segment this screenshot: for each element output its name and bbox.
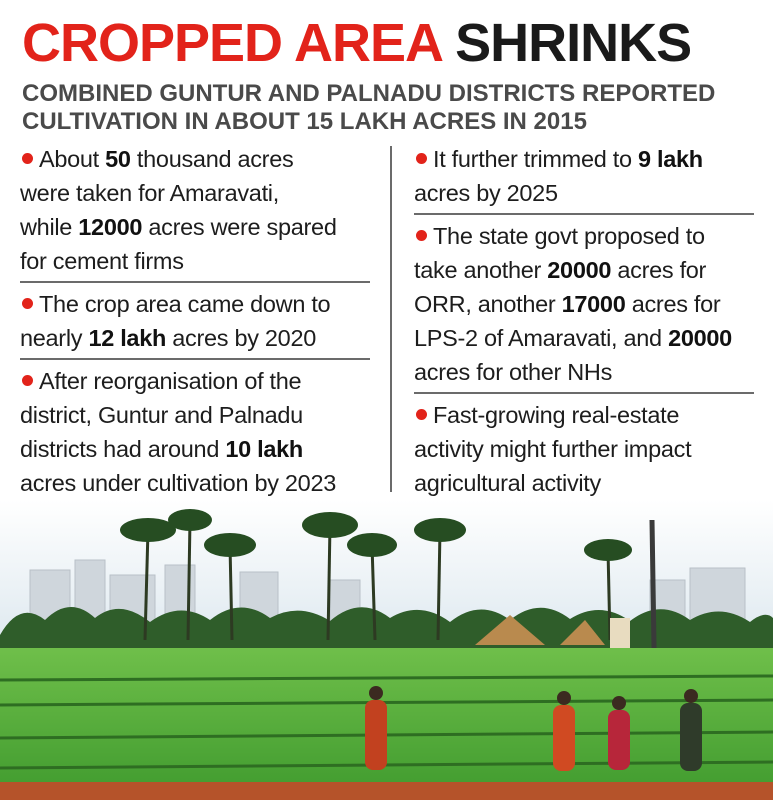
section-rule [414, 213, 754, 215]
left-point-3: After reorganisation of the district, Gun… [20, 364, 370, 500]
bullet-dot-icon [22, 153, 33, 164]
text-line: The crop area came down to [20, 287, 370, 321]
highlighted-figure: 17000 [561, 291, 626, 317]
text-line: agricultural activity [414, 470, 601, 496]
left-column: About 50 thousand acres were taken for Am… [20, 142, 370, 500]
text-line: ORR, another 17000 acres for [414, 291, 721, 317]
bullet-dot-icon [22, 298, 33, 309]
text-line: LPS-2 of Amaravati, and 20000 [414, 325, 732, 351]
headline-red-part: CROPPED AREA [22, 13, 442, 73]
text-line: for cement firms [20, 248, 184, 274]
text-line: The state govt proposed to [414, 219, 754, 253]
subheadline: COMBINED GUNTUR AND PALNADU DISTRICTS RE… [22, 80, 762, 136]
text-line: district, Guntur and Palnadu [20, 402, 303, 428]
text-line: After reorganisation of the [20, 364, 370, 398]
headline-black-part: SHRINKS [455, 13, 692, 73]
text-line: districts had around 10 lakh [20, 436, 303, 462]
text-line: acres under cultivation by 2023 [20, 470, 336, 496]
headline: CROPPED AREA SHRINKS [22, 8, 762, 78]
section-rule [20, 281, 370, 283]
bullet-dot-icon [416, 230, 427, 241]
subheadline-line-2: CULTIVATION IN ABOUT 15 LAKH ACRES IN 20… [22, 108, 587, 135]
bullet-dot-icon [22, 375, 33, 386]
text-line: It further trimmed to 9 lakh [414, 142, 754, 176]
highlighted-figure: 12 lakh [88, 325, 167, 351]
left-point-2: The crop area came down to nearly 12 lakh… [20, 287, 370, 355]
text-line: acres by 2025 [414, 180, 558, 206]
text-line: nearly 12 lakh acres by 2020 [20, 325, 316, 351]
right-point-2: The state govt proposed to take another 2… [414, 219, 754, 389]
text-line: Fast-growing real-estate [414, 398, 754, 432]
left-point-1: About 50 thousand acres were taken for Am… [20, 142, 370, 278]
highlighted-figure: 50 [105, 146, 131, 172]
highlighted-figure: 10 lakh [225, 436, 303, 462]
text-line: while 12000 acres were spared [20, 214, 337, 240]
text-line: take another 20000 acres for [414, 257, 707, 283]
right-point-3: Fast-growing real-estate activity might f… [414, 398, 754, 500]
right-column: It further trimmed to 9 lakh acres by 202… [414, 142, 754, 500]
highlighted-figure: 20000 [547, 257, 612, 283]
highlighted-figure: 20000 [668, 325, 732, 351]
text-line: acres for other NHs [414, 359, 613, 385]
highlighted-figure: 9 lakh [637, 146, 703, 172]
text-line: About 50 thousand acres [20, 142, 370, 176]
subheadline-line-1: COMBINED GUNTUR AND PALNADU DISTRICTS RE… [22, 80, 716, 107]
farm-field-photo [0, 500, 773, 800]
text-line: activity might further impact [414, 436, 692, 462]
section-rule [20, 358, 370, 360]
right-point-1: It further trimmed to 9 lakh acres by 202… [414, 142, 754, 210]
bullet-dot-icon [416, 409, 427, 420]
highlighted-figure: 12000 [78, 214, 143, 240]
section-rule [414, 392, 754, 394]
column-divider [390, 146, 392, 492]
bullet-dot-icon [416, 153, 427, 164]
text-line: were taken for Amaravati, [20, 180, 279, 206]
